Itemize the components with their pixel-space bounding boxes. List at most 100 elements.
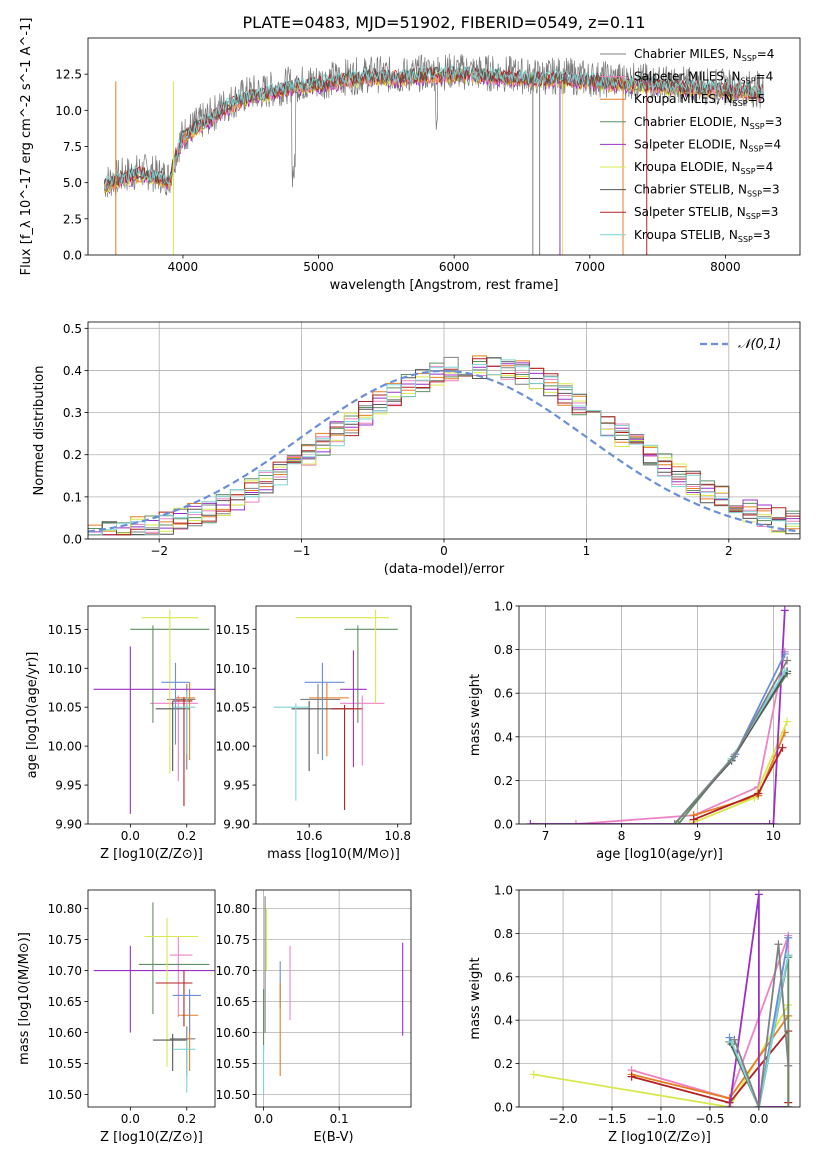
y-tick-label: 5.0	[63, 176, 82, 190]
legend-nssp: =4	[756, 70, 774, 84]
x-tick-label: 0.2	[177, 829, 196, 843]
x-axis-label: E(B-V)	[313, 1130, 353, 1145]
legend-subscript: SSP	[742, 54, 757, 63]
weight-marker	[783, 656, 792, 665]
weight-marker	[769, 820, 778, 824]
y-tick-label: 10.10	[48, 662, 82, 676]
weight-marker	[725, 1033, 734, 1042]
y-tick-label: 10.0	[55, 104, 82, 118]
axes-layer: 4000 5000 6000 7000 80000.02.55.07.510.012.5…	[17, 18, 801, 1145]
axes-frame	[518, 889, 801, 1108]
y-tick-label: 0.2	[63, 448, 82, 462]
x-tick-label: 1	[583, 544, 591, 558]
weight-marker	[784, 1061, 793, 1070]
legend-normal-label: 𝒩(0,1)	[738, 337, 781, 352]
y-tick-label: 12.5	[55, 68, 82, 82]
y-tick-label: 0.8	[494, 643, 513, 657]
y-axis-label: Flux [f_λ 10^-17 erg cm^-2 s^-1 A^-1]	[19, 18, 34, 276]
x-tick-label: 0.0	[121, 1112, 140, 1126]
y-tick-label: 10.60	[48, 1026, 82, 1040]
y-axis-label: Normed distribution	[32, 366, 47, 496]
legend-subscript: SSP	[748, 144, 763, 153]
y-axis-label: mass [log10(M/M⊙)]	[17, 932, 32, 1065]
weight-marker	[754, 890, 763, 899]
y-tick-label: 10.00	[216, 740, 250, 754]
x-tick-label: 9	[694, 829, 702, 843]
y-tick-label: 9.90	[55, 818, 82, 832]
x-tick-label: −1.0	[646, 1112, 675, 1126]
y-tick-label: 10.80	[216, 902, 250, 916]
legend-model-name: Kroupa STELIB, N	[634, 228, 738, 242]
legend-model-name: Kroupa ELODIE, N	[634, 160, 741, 174]
legend-subscript: SSP	[733, 99, 748, 108]
y-tick-label: 10.70	[216, 964, 250, 978]
y-axis-label: age [log10(age/yr)]	[25, 652, 40, 779]
y-tick-label: 10.55	[48, 1057, 82, 1071]
weight-line	[728, 894, 789, 1107]
data-layer	[88, 53, 800, 1107]
weight-marker	[526, 820, 535, 824]
y-tick-label: 7.5	[63, 140, 82, 154]
x-axis-label: wavelength [Angstrom, rest frame]	[330, 278, 559, 293]
y-tick-label: 10.50	[216, 1088, 250, 1102]
x-tick-label: −1.5	[597, 1112, 626, 1126]
x-tick-label: −1	[293, 544, 311, 558]
y-tick-label: 9.90	[223, 818, 250, 832]
weight-marker	[627, 1072, 636, 1081]
x-tick-label: 4000	[168, 260, 199, 274]
y-tick-label: 10.05	[216, 701, 250, 715]
y-tick-label: 0.0	[494, 818, 513, 832]
x-tick-label: −0.5	[695, 1112, 724, 1126]
legend-subscript: SSP	[746, 212, 761, 221]
legend-subscript: SSP	[747, 190, 762, 199]
legend-nssp: =3	[753, 228, 771, 242]
weight-marker	[529, 1070, 538, 1079]
axes-frame	[518, 605, 801, 825]
weight-marker	[689, 815, 698, 824]
x-axis-label: Z [log10(Z/Z⊙)]	[100, 1130, 203, 1145]
y-tick-label: 10.75	[48, 933, 82, 947]
y-tick-label: 0.0	[63, 533, 82, 547]
weight-marker	[685, 820, 694, 824]
y-axis-label: mass weight	[468, 957, 483, 1039]
x-axis-label: age [log10(age/yr)]	[596, 847, 723, 862]
legend-nssp: =3	[761, 205, 779, 219]
legend-label: Kroupa STELIB, NSSP=3	[634, 228, 771, 244]
x-tick-label: 7000	[575, 260, 606, 274]
y-tick-label: 9.95	[223, 779, 250, 793]
legend-model-name: Chabrier MILES, N	[634, 47, 742, 61]
grid-layer	[88, 322, 800, 1108]
y-tick-label: 10.15	[216, 623, 250, 637]
weight-marker	[780, 667, 789, 676]
legend-label: Kroupa MILES, NSSP=5	[634, 92, 765, 108]
axes-frame	[255, 889, 412, 1108]
weight_vs_Z-lines	[529, 890, 793, 1107]
legend-nssp: =5	[748, 92, 766, 106]
weight-marker	[670, 820, 679, 824]
spectrum-lines	[103, 53, 764, 255]
y-tick-label: 0.2	[494, 774, 513, 788]
mass_vs_Z-points	[93, 902, 215, 1093]
legend-nssp: =3	[765, 115, 783, 129]
axes-frame	[87, 605, 216, 825]
y-tick-label: 10.55	[216, 1057, 250, 1071]
y-tick-label: 0.2	[494, 1057, 513, 1071]
x-axis-label: (data-model)/error	[384, 562, 505, 577]
x-tick-label: 10.8	[384, 829, 411, 843]
x-tick-label: 0.0	[121, 829, 140, 843]
x-tick-label: −2	[150, 544, 168, 558]
weight-marker	[754, 789, 763, 798]
histogram-kroupa-stelib	[88, 359, 800, 536]
y-tick-label: 10.50	[48, 1088, 82, 1102]
axes-frame	[87, 889, 216, 1108]
y-tick-label: 0.8	[494, 927, 513, 941]
weight-line	[730, 954, 790, 1107]
legend-subscript: SSP	[741, 167, 756, 176]
y-tick-label: 10.75	[216, 933, 250, 947]
weight_vs_age-lines	[526, 606, 792, 824]
normal-curve	[88, 369, 800, 533]
y-tick-label: 10.15	[48, 623, 82, 637]
legend-subscript: SSP	[750, 122, 765, 131]
weight-marker	[778, 743, 787, 752]
x-tick-label: 0.0	[254, 1112, 273, 1126]
